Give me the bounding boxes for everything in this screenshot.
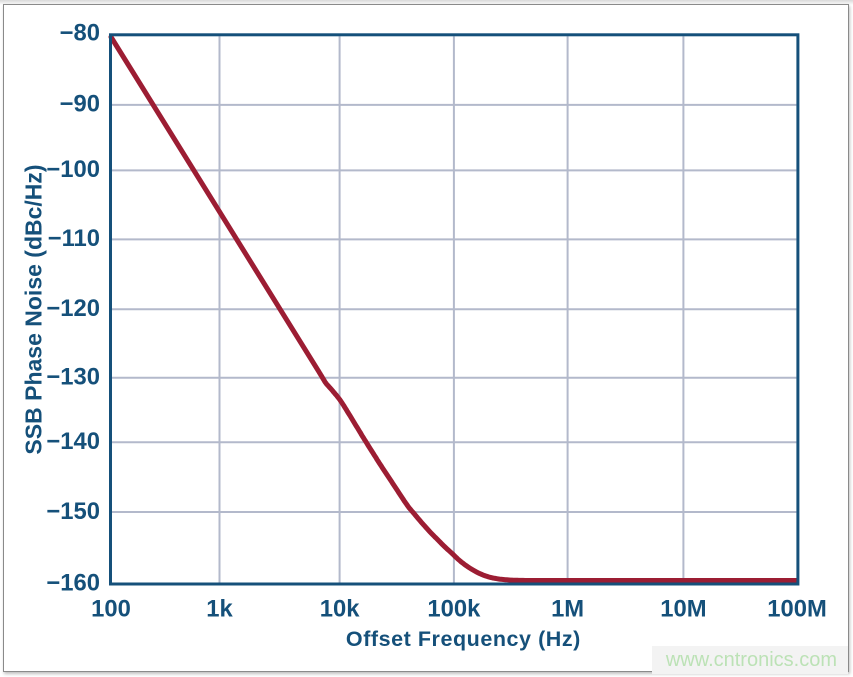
svg-text:−130: −130 [46, 364, 100, 391]
svg-text:Offset Frequency (Hz): Offset Frequency (Hz) [346, 627, 581, 651]
svg-text:−90: −90 [60, 91, 100, 118]
svg-text:−80: −80 [60, 19, 100, 46]
svg-text:−100: −100 [46, 156, 100, 183]
svg-text:100k: 100k [427, 595, 481, 622]
svg-text:−140: −140 [46, 428, 100, 455]
svg-text:100: 100 [91, 595, 131, 622]
svg-text:10k: 10k [320, 595, 360, 622]
svg-text:−120: −120 [46, 295, 100, 322]
svg-text:1M: 1M [551, 595, 584, 622]
svg-text:−160: −160 [46, 570, 100, 597]
svg-text:10M: 10M [660, 595, 706, 622]
svg-text:−150: −150 [46, 498, 100, 525]
svg-text:SSB Phase Noise (dBc/Hz): SSB Phase Noise (dBc/Hz) [21, 164, 47, 454]
svg-text:1k: 1k [206, 595, 233, 622]
svg-text:100M: 100M [767, 595, 827, 622]
svg-text:−110: −110 [48, 225, 100, 252]
